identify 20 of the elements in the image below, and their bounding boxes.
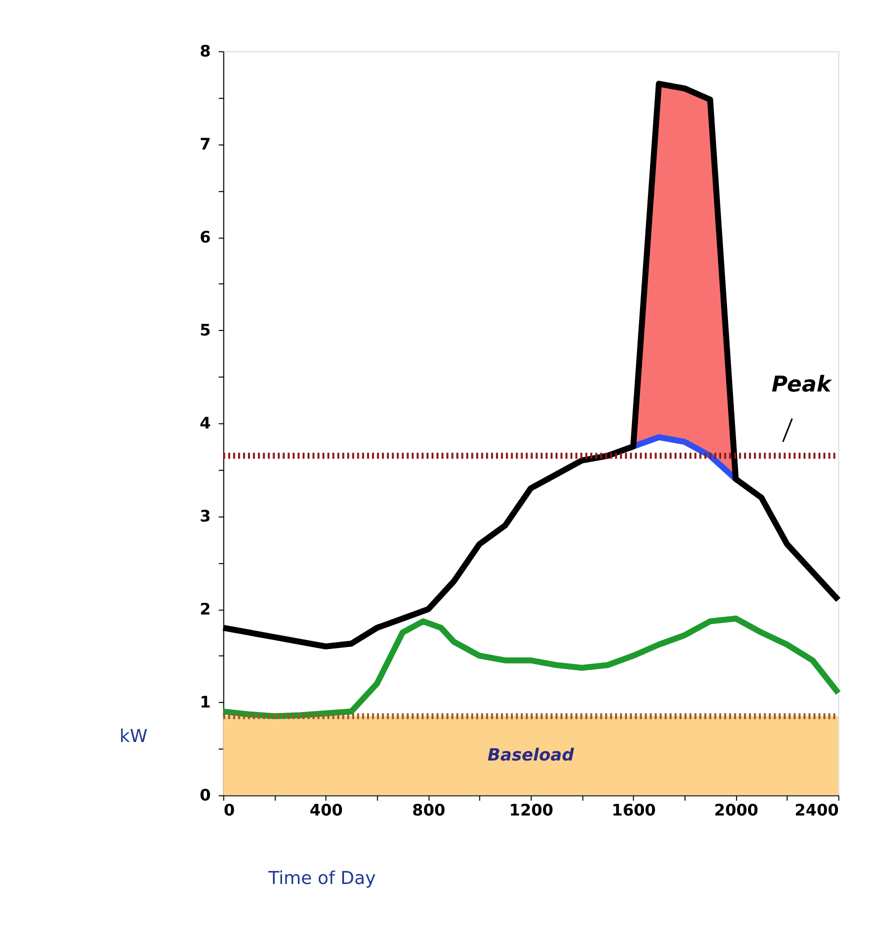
band-label: Baseload: [487, 744, 575, 765]
x-tick-label: 800: [412, 800, 446, 820]
x-tick-label: 400: [310, 800, 343, 820]
y-tick-label: 6: [200, 228, 211, 247]
y-tick-label: 5: [200, 320, 211, 340]
x-tick-label: 1600: [612, 800, 656, 820]
x-axis-title: Time of Day: [267, 868, 376, 890]
ref-line-label: Peak: [772, 372, 833, 398]
x-tick-label: 2000: [714, 800, 758, 820]
y-tick-label: 7: [200, 134, 211, 154]
y-tick-label: 3: [200, 506, 211, 526]
y-tick-label: 2: [200, 600, 211, 619]
x-tick-label: 2400: [794, 800, 839, 820]
y-tick-label: 1: [200, 692, 211, 712]
x-tick-label: 1200: [509, 800, 554, 820]
x-tick-label: 0: [224, 800, 235, 820]
y-tick-label: 0: [200, 786, 211, 805]
y-tick-label: 4: [200, 414, 211, 433]
y-axis-title: kW: [120, 726, 148, 748]
y-tick-label: 8: [200, 42, 211, 61]
